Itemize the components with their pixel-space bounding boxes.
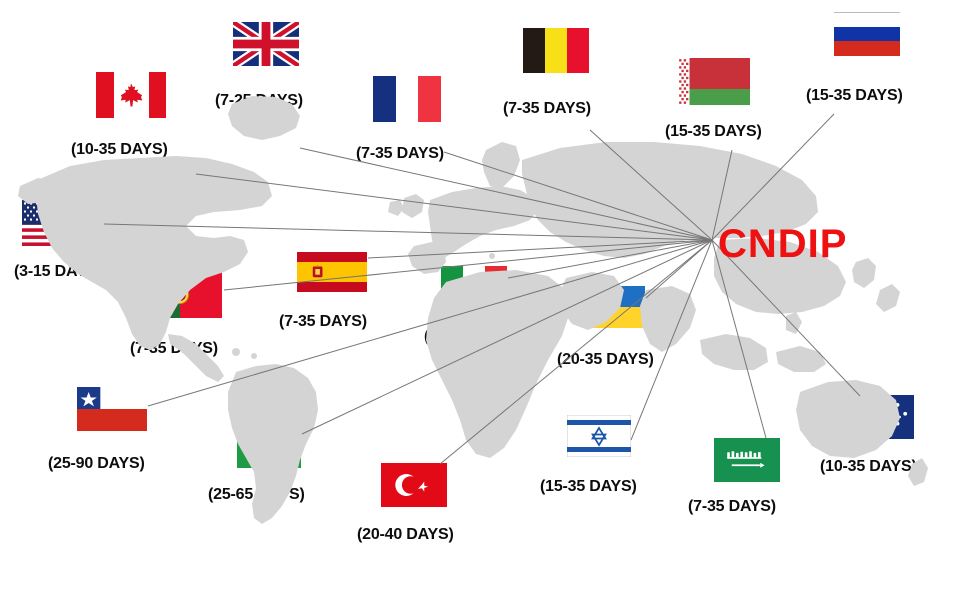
belgium-flag xyxy=(523,28,589,73)
route-line-uk xyxy=(299,147,713,241)
route-line-france xyxy=(443,151,713,241)
chile-flag xyxy=(77,387,147,431)
route-line-canada xyxy=(195,173,713,241)
route-line-australia xyxy=(711,239,861,397)
route-line-chile xyxy=(147,239,713,407)
saudi-arabia-flag xyxy=(714,438,780,482)
transit-label-canada: (10-35 DAYS) xyxy=(71,141,168,158)
transit-label-france: (7-35 DAYS) xyxy=(356,145,444,162)
hub-label-cndip: CNDIP xyxy=(718,222,848,266)
route-line-brazil xyxy=(301,239,713,435)
route-line-belgium xyxy=(589,129,713,241)
turkey-flag xyxy=(381,463,447,507)
france-flag xyxy=(373,76,441,122)
transit-label-chile: (25-90 DAYS) xyxy=(48,455,145,472)
route-line-italy xyxy=(507,239,713,279)
transit-label-saudi-arabia: (7-35 DAYS) xyxy=(688,498,776,515)
united-kingdom-flag xyxy=(233,22,299,66)
canada-flag xyxy=(96,72,166,118)
transit-label-ukraine: (20-35 DAYS) xyxy=(557,351,654,368)
russia-flag xyxy=(834,12,900,56)
israel-flag xyxy=(567,415,631,457)
transit-label-belarus: (15-35 DAYS) xyxy=(665,123,762,140)
route-line-portugal xyxy=(223,239,713,291)
route-line-israel xyxy=(630,239,713,441)
route-line-belarus xyxy=(711,149,733,241)
transit-label-spain: (7-35 DAYS) xyxy=(279,313,367,330)
route-line-russia xyxy=(711,113,835,241)
route-line-usa xyxy=(103,223,713,241)
route-line-saudi-arabia xyxy=(711,239,767,439)
transit-label-australia: (10-35 DAYS) xyxy=(820,458,917,475)
transit-label-belgium: (7-35 DAYS) xyxy=(503,100,591,117)
transit-label-russia: (15-35 DAYS) xyxy=(806,87,903,104)
route-line-turkey xyxy=(439,239,713,465)
transit-label-turkey: (20-40 DAYS) xyxy=(357,526,454,543)
route-line-spain xyxy=(367,239,713,259)
belarus-flag xyxy=(678,58,750,105)
transit-label-israel: (15-35 DAYS) xyxy=(540,478,637,495)
